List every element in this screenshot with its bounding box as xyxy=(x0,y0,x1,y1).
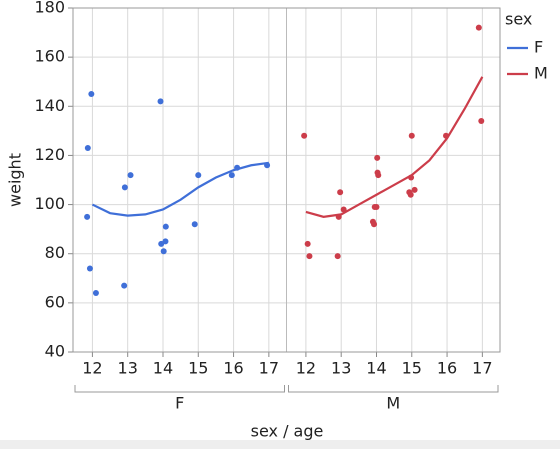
data-point xyxy=(127,172,134,179)
x-tick-label: 14 xyxy=(153,359,173,378)
data-point xyxy=(121,184,128,191)
x-tick-label: 12 xyxy=(296,359,316,378)
smoother-line xyxy=(305,76,484,218)
data-point xyxy=(340,206,347,213)
plot-frame xyxy=(72,7,501,353)
data-point xyxy=(371,221,378,228)
x-tick-label: 17 xyxy=(259,359,279,378)
y-tick-label: 80 xyxy=(45,243,65,262)
data-point xyxy=(160,248,167,255)
panel-label: F xyxy=(175,394,184,413)
data-point xyxy=(84,145,91,152)
data-point xyxy=(162,223,169,230)
data-point xyxy=(84,213,91,220)
x-tick-label: 16 xyxy=(223,359,243,378)
legend-title: sex xyxy=(505,10,532,29)
data-point xyxy=(373,204,380,211)
data-point xyxy=(337,189,344,196)
y-tick-label: 140 xyxy=(34,96,65,115)
data-point xyxy=(375,172,382,179)
x-tick-label: 14 xyxy=(366,359,386,378)
y-tick-label: 160 xyxy=(34,47,65,66)
data-point xyxy=(157,98,164,105)
y-tick-label: 40 xyxy=(45,342,65,361)
legend-label: F xyxy=(534,38,543,57)
data-point xyxy=(335,213,342,220)
data-point xyxy=(407,191,414,198)
data-point xyxy=(162,238,169,245)
data-point xyxy=(374,154,381,161)
smoother-line xyxy=(91,161,270,217)
y-tick-label: 180 xyxy=(34,0,65,17)
x-tick-label: 13 xyxy=(331,359,351,378)
legend-label: M xyxy=(534,64,548,83)
data-point xyxy=(195,172,202,179)
panel-bracket xyxy=(288,385,499,393)
data-point xyxy=(234,164,241,171)
y-tick-label: 60 xyxy=(45,292,65,311)
data-point xyxy=(411,186,418,193)
data-point xyxy=(301,132,308,139)
data-point xyxy=(88,91,95,97)
y-tick-label: 120 xyxy=(34,145,65,164)
data-point xyxy=(121,282,128,289)
x-tick-label: 17 xyxy=(472,359,492,378)
footer-strip xyxy=(0,440,560,449)
panel-bracket xyxy=(74,385,285,393)
data-point xyxy=(264,162,271,169)
y-tick-label: 100 xyxy=(34,194,65,213)
data-point xyxy=(191,221,198,228)
data-point xyxy=(334,253,341,260)
x-tick-label: 12 xyxy=(82,359,102,378)
panel-label: M xyxy=(386,394,400,413)
x-tick-label: 13 xyxy=(118,359,138,378)
data-point xyxy=(86,265,93,272)
x-tick-label: 15 xyxy=(402,359,422,378)
data-point xyxy=(408,132,415,139)
x-tick-label: 15 xyxy=(188,359,208,378)
data-point xyxy=(92,290,99,297)
x-tick-label: 16 xyxy=(437,359,457,378)
y-axis-label: weight xyxy=(6,153,25,207)
data-point xyxy=(228,172,235,179)
data-point xyxy=(408,174,415,181)
data-point xyxy=(306,253,313,260)
data-point xyxy=(478,118,485,125)
data-point xyxy=(475,24,482,31)
data-point xyxy=(443,132,450,139)
x-axis-label: sex / age xyxy=(251,422,324,441)
data-point xyxy=(304,240,311,247)
